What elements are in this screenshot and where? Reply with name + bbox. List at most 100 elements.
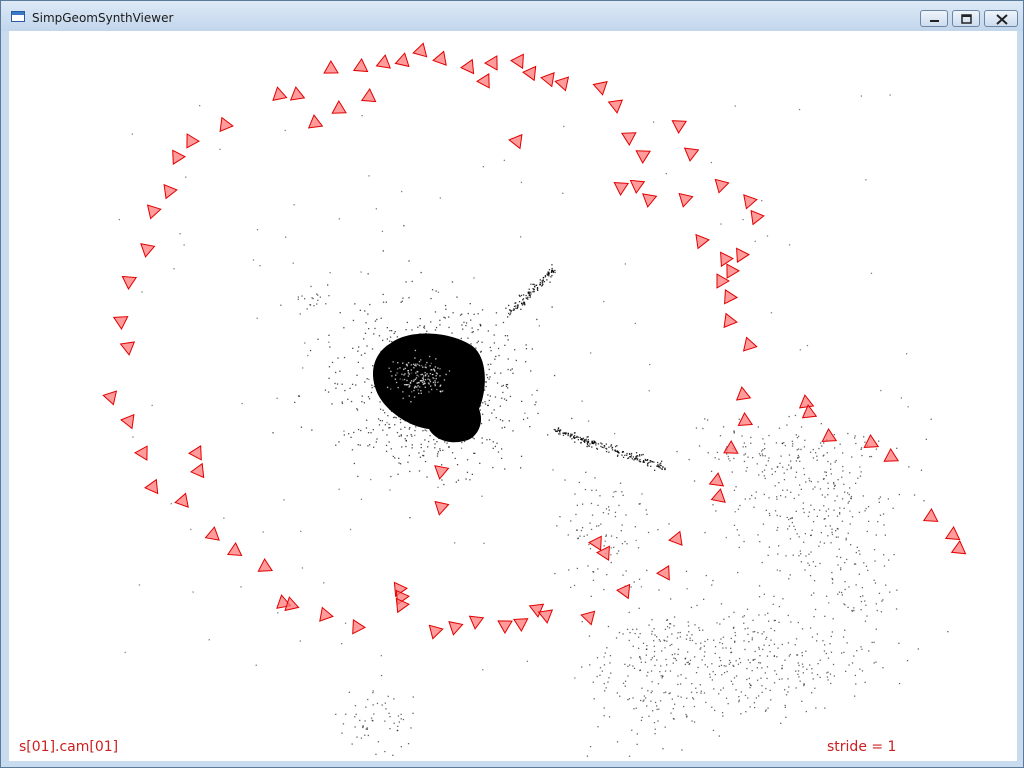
camera-frustum — [883, 448, 899, 462]
camera-frustum — [102, 390, 118, 406]
camera-frustum — [642, 193, 658, 208]
camera-frustum — [750, 209, 765, 226]
camera-frustum — [695, 233, 710, 250]
title-bar[interactable]: SimpGeomSynthViewer — [1, 1, 1023, 31]
camera-frustum — [412, 42, 428, 58]
camera-frustum — [323, 60, 339, 74]
window-title: SimpGeomSynthViewer — [32, 11, 174, 25]
camera-frustum — [656, 565, 670, 581]
camera-frustum — [554, 76, 570, 92]
3d-viewport[interactable]: s[01].cam[01] stride = 1 — [9, 31, 1017, 761]
point-cloud-scene[interactable] — [9, 31, 1017, 761]
camera-frustum — [736, 247, 751, 263]
camera-frustum — [708, 472, 725, 487]
camera-frustum — [798, 394, 815, 409]
camera-frustum — [671, 120, 687, 135]
camera-frustum — [508, 133, 523, 150]
camera-frustum — [613, 182, 630, 196]
app-window-icon — [11, 11, 25, 22]
camera-frustum — [204, 526, 220, 541]
camera-frustum — [742, 336, 758, 352]
camera-frustum — [484, 55, 498, 71]
camera-frustum — [528, 603, 545, 618]
camera-frustum — [476, 73, 490, 89]
camera-frustum — [460, 58, 475, 75]
camera-frustum — [120, 413, 135, 430]
camera-frustum — [588, 535, 602, 551]
camera-frustum — [537, 609, 554, 624]
camera-frustum — [144, 478, 159, 495]
camera-frustum — [635, 150, 651, 164]
camera-frustum — [146, 204, 162, 220]
camera-frustum — [944, 526, 961, 541]
camera-frustum — [133, 445, 148, 461]
camera-frustum — [375, 54, 391, 69]
camera-frustum — [629, 179, 646, 194]
camera-frustum — [352, 619, 366, 635]
camera-frustum — [140, 243, 156, 258]
camera-frustum — [190, 462, 205, 479]
camera-frustum — [272, 86, 288, 101]
stride-label: stride = 1 — [827, 739, 897, 755]
minimize-button[interactable] — [920, 10, 948, 27]
maximize-button[interactable] — [952, 10, 980, 27]
minimize-icon — [930, 20, 939, 22]
camera-frustum — [219, 116, 234, 133]
camera-frustum — [188, 445, 202, 461]
close-button[interactable] — [984, 10, 1018, 27]
camera-frustum — [112, 316, 129, 330]
point-cloud — [118, 94, 949, 757]
camera-frustum — [723, 439, 739, 454]
camera-frustum — [121, 275, 138, 291]
close-icon — [996, 14, 1008, 25]
camera-frustum — [716, 273, 731, 289]
camera-frustum — [922, 508, 939, 522]
camera-frustum — [468, 615, 485, 630]
camera-frustum — [186, 133, 201, 149]
camera-frustum — [743, 194, 758, 210]
camera-frustum — [668, 530, 683, 546]
camera-frustum — [714, 178, 730, 194]
camera-frustum — [428, 624, 444, 640]
camera-frustum — [616, 583, 631, 600]
camera-frustum — [580, 610, 596, 626]
maximize-icon — [961, 14, 972, 24]
camera-frustum — [710, 488, 726, 503]
camera-frustum — [307, 114, 324, 129]
camera-frustum — [592, 81, 608, 96]
camera-frustum — [257, 558, 273, 572]
camera-frustum — [724, 289, 739, 305]
camera-frustum — [434, 465, 450, 480]
camera-frustum — [289, 86, 306, 101]
camera-frustum — [394, 52, 410, 68]
camera-frustum — [540, 72, 555, 88]
camera-frustum — [737, 411, 754, 427]
camera-frustum — [621, 132, 637, 146]
camera-frustum — [821, 428, 838, 442]
camera-frustum — [284, 596, 300, 612]
camera-frustum — [950, 540, 967, 555]
camera-frustum — [720, 251, 734, 268]
camera-frustum — [226, 541, 243, 557]
camera-frustum — [801, 404, 818, 419]
camera-frustum — [432, 50, 447, 66]
camera-frustum — [510, 53, 524, 70]
camera-frustum — [497, 620, 513, 634]
camera-frustum — [331, 99, 347, 114]
camera-frustum — [119, 341, 136, 356]
camera-frustum — [723, 312, 738, 329]
camera-frustum — [448, 621, 464, 636]
camera-frustum — [163, 183, 178, 200]
camera-frustum — [395, 597, 410, 614]
camera-frustum — [352, 58, 369, 73]
camera-frustums — [102, 42, 967, 640]
camera-index-label: s[01].cam[01] — [19, 739, 119, 755]
camera-frustum — [513, 618, 529, 632]
camera-frustum — [726, 263, 741, 279]
camera-frustum — [319, 606, 334, 622]
camera-frustum — [522, 65, 537, 82]
camera-frustum — [172, 149, 187, 165]
camera-frustum — [360, 88, 377, 103]
camera-frustum — [434, 500, 450, 516]
